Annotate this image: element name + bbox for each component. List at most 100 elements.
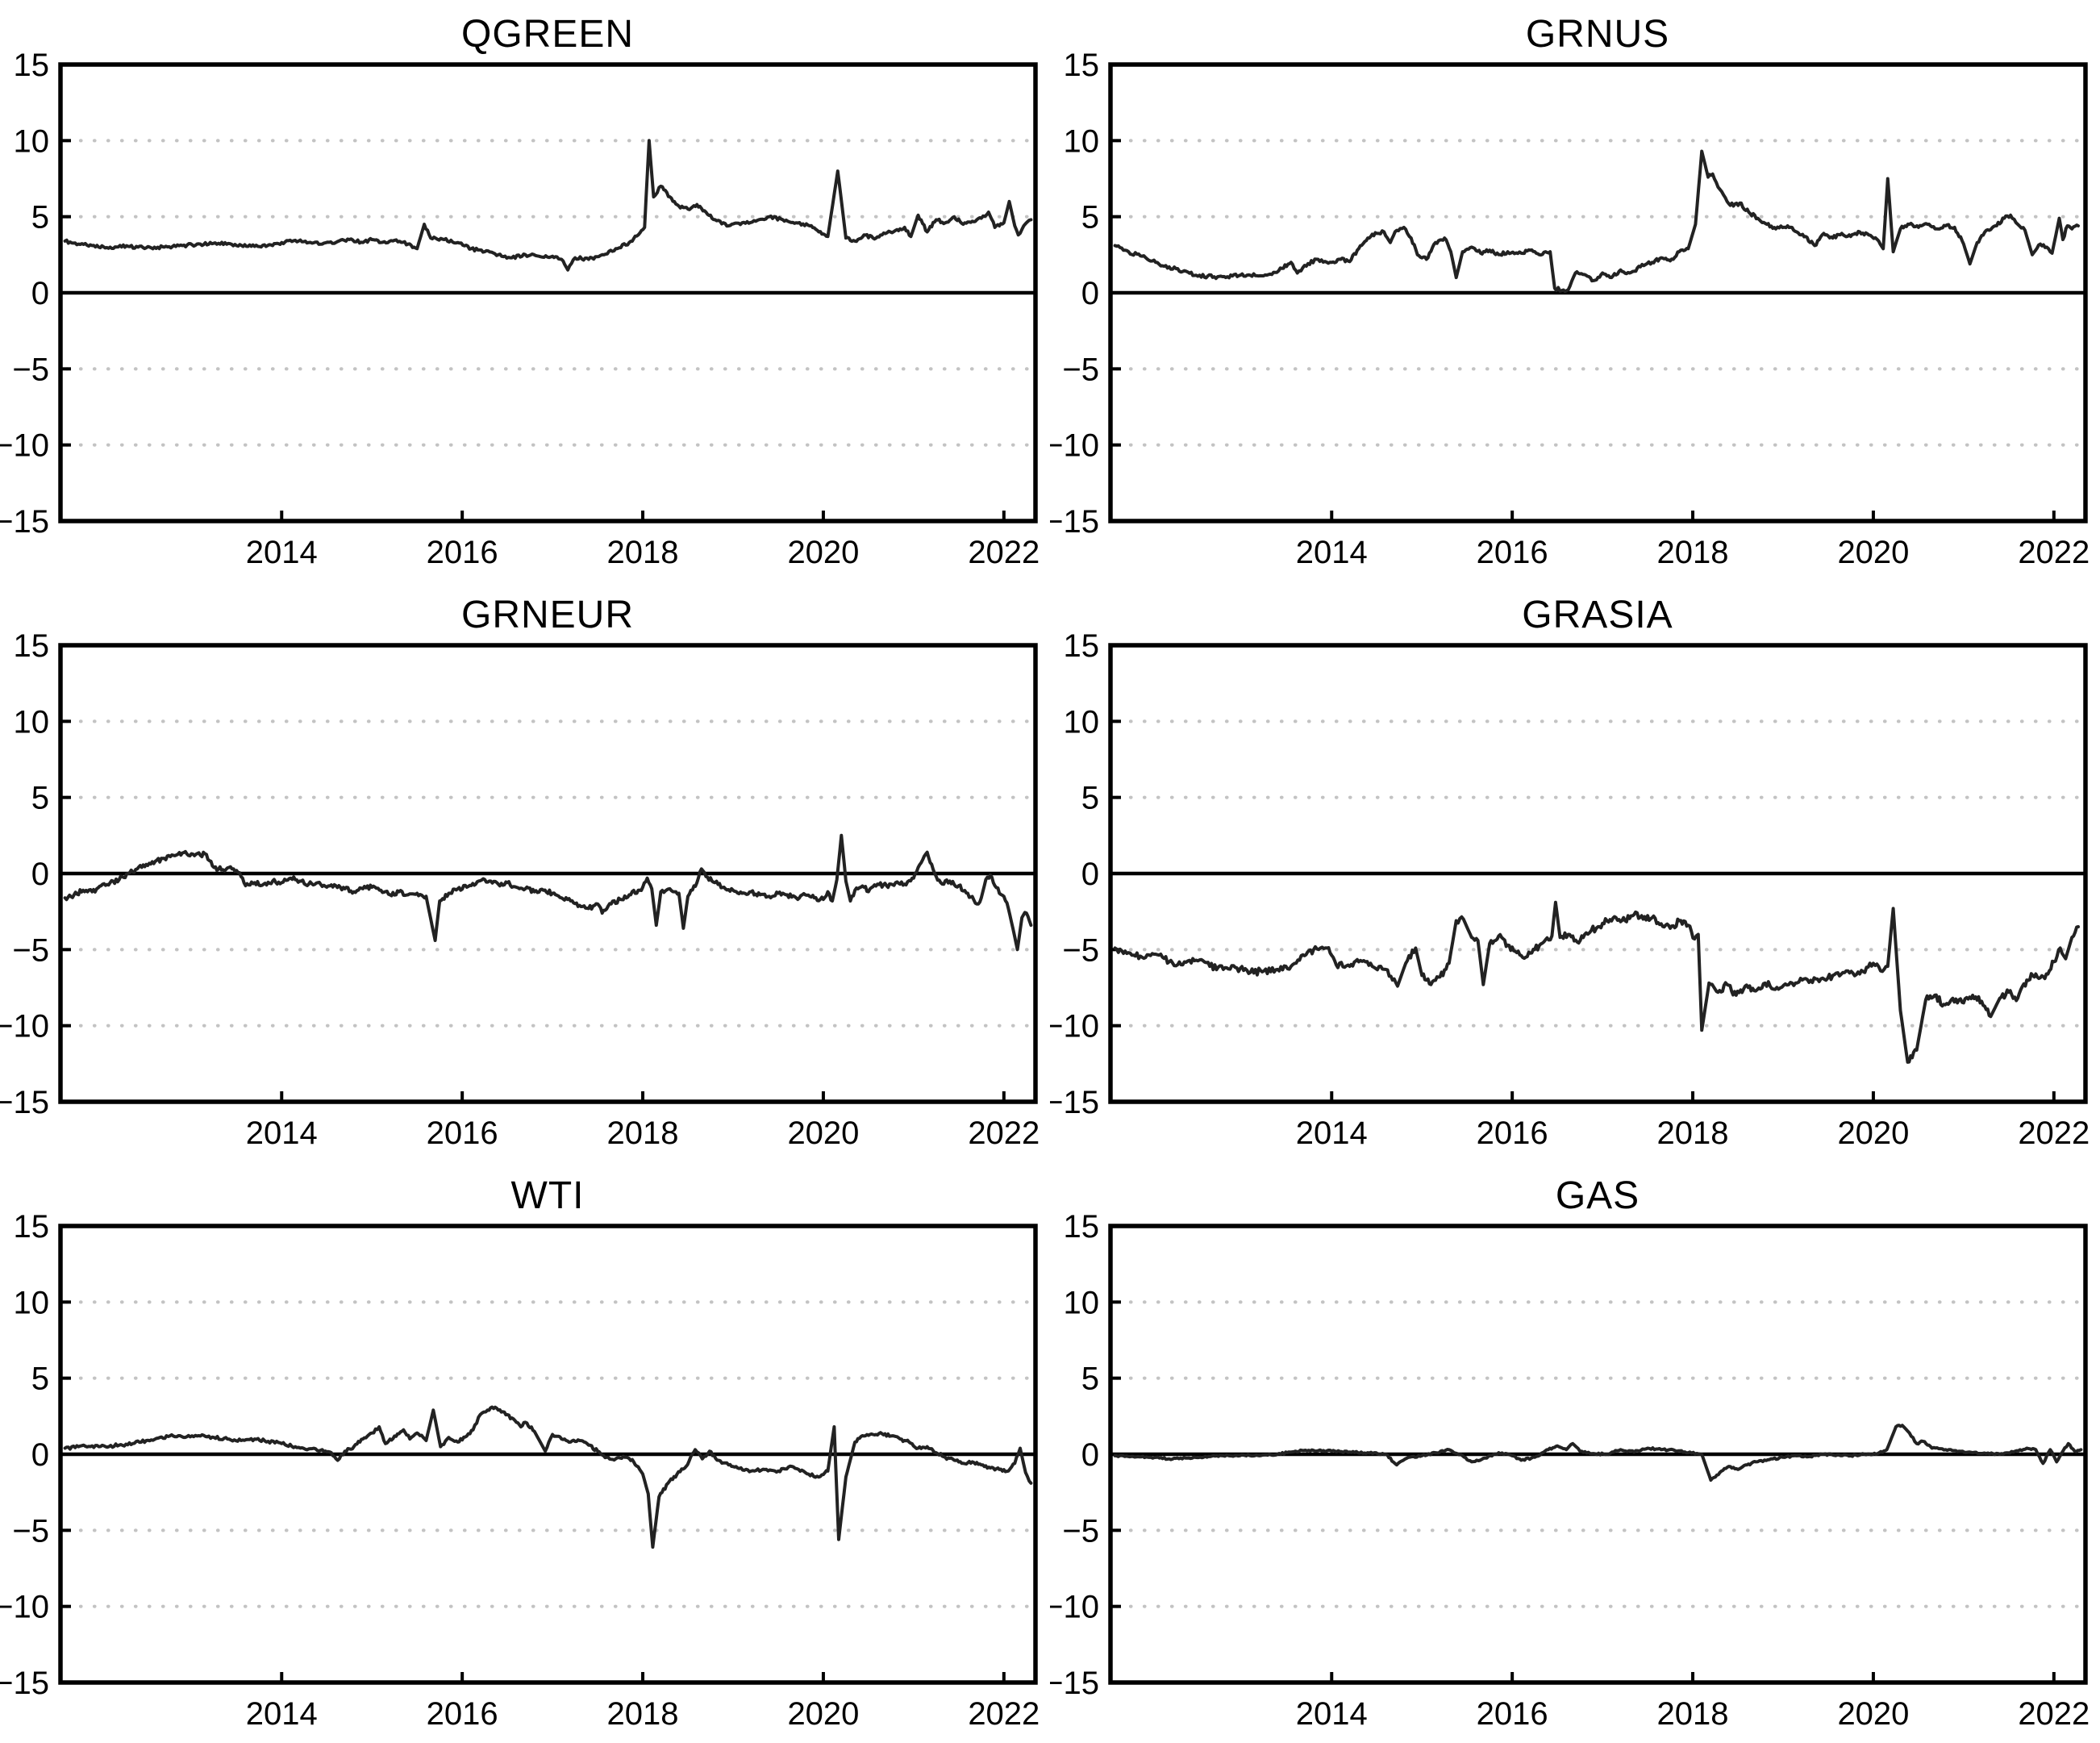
chart-title-wti: WTI bbox=[511, 1174, 585, 1217]
y-tick-label-0: 0 bbox=[31, 1437, 49, 1473]
x-tick-label-2022: 2022 bbox=[968, 535, 1040, 570]
series-line-wti bbox=[63, 1405, 1033, 1549]
y-tick-label--5: −5 bbox=[1062, 352, 1099, 387]
qgreen-chart: QGREEN 15 10 5 0 −5 −10 −15 2014 2016 2018 2020 202… bbox=[0, 13, 1040, 570]
y-tick-label--15: −15 bbox=[1050, 1085, 1099, 1120]
y-tick-label--15: −15 bbox=[0, 1666, 49, 1701]
chart-title-gas: GAS bbox=[1556, 1174, 1640, 1217]
x-tick-label-2022: 2022 bbox=[968, 1696, 1040, 1732]
x-tick-label-2016: 2016 bbox=[1477, 535, 1548, 570]
y-tick-label--10: −10 bbox=[0, 1590, 49, 1625]
grnus-chart: GRNUS 15 10 5 0 −5 −10 −15 2014 2016 2018 2020 2022 bbox=[1050, 13, 2090, 570]
grasia-chart: GRASIA 15 10 5 0 −5 −10 −15 2014 2016 2018 2020 202… bbox=[1050, 594, 2090, 1151]
y-tick-label-15: 15 bbox=[1064, 1209, 1100, 1245]
chart-title-grnus: GRNUS bbox=[1526, 13, 1669, 56]
x-tick-label-2018: 2018 bbox=[607, 535, 679, 570]
x-tick-label-2014: 2014 bbox=[1296, 1115, 1368, 1151]
gas-plot-area: 15 10 5 0 −5 −10 −15 2014 2016 2018 2020 2022 bbox=[1050, 1209, 2090, 1732]
y-tick-label-15: 15 bbox=[14, 1209, 50, 1245]
chart-title-grasia: GRASIA bbox=[1522, 594, 1673, 636]
x-tick-label-2020: 2020 bbox=[1837, 1696, 1909, 1732]
x-tick-label-2018: 2018 bbox=[607, 1115, 679, 1151]
x-tick-label-2016: 2016 bbox=[427, 1696, 498, 1732]
qgreen-plot-area: 15 10 5 0 −5 −10 −15 2014 2016 2018 2020 2022 bbox=[0, 48, 1040, 570]
x-tick-label-2020: 2020 bbox=[1837, 535, 1909, 570]
y-tick-label-0: 0 bbox=[1081, 276, 1099, 311]
x-tick-label-2016: 2016 bbox=[427, 535, 498, 570]
y-tick-label-5: 5 bbox=[1081, 1361, 1099, 1397]
chart-panel-grasia: GRASIA 15 10 5 0 −5 −10 −15 2014 2016 2018 2020 202… bbox=[1050, 581, 2100, 1161]
x-tick-label-2020: 2020 bbox=[1837, 1115, 1909, 1151]
y-tick-label-15: 15 bbox=[1064, 48, 1100, 83]
chart-panel-gas: GAS 15 10 5 0 −5 −10 −15 2014 2016 2018 2020 2022 bbox=[1050, 1161, 2100, 1742]
chart-title-grneur: GRNEUR bbox=[461, 594, 634, 636]
series-line-gas bbox=[1113, 1424, 2083, 1482]
chart-panel-qgreen: QGREEN 15 10 5 0 −5 −10 −15 2014 2016 2018 2020 202… bbox=[0, 0, 1050, 581]
chart-panel-wti: WTI 15 10 5 0 −5 −10 −15 2014 2016 2018 2020 2022 bbox=[0, 1161, 1050, 1742]
y-tick-label-10: 10 bbox=[14, 1285, 50, 1320]
x-tick-label-2016: 2016 bbox=[427, 1115, 498, 1151]
plot-border bbox=[58, 643, 1038, 1104]
x-tick-label-2014: 2014 bbox=[1296, 1696, 1368, 1732]
grasia-plot-area: 15 10 5 0 −5 −10 −15 2014 2016 2018 2020 2022 bbox=[1050, 628, 2090, 1151]
x-tick-label-2022: 2022 bbox=[968, 1115, 1040, 1151]
chart-panel-grnus: GRNUS 15 10 5 0 −5 −10 −15 2014 2016 2018 2020 2022 bbox=[1050, 0, 2100, 581]
y-tick-label--10: −10 bbox=[0, 428, 49, 464]
y-tick-label-10: 10 bbox=[1064, 704, 1100, 740]
series-line-grnus bbox=[1113, 149, 2080, 294]
x-tick-label-2018: 2018 bbox=[1657, 535, 1729, 570]
y-tick-label-5: 5 bbox=[31, 200, 49, 236]
x-tick-label-2016: 2016 bbox=[1477, 1696, 1548, 1732]
x-tick-label-2014: 2014 bbox=[246, 1696, 318, 1732]
x-tick-label-2014: 2014 bbox=[246, 535, 318, 570]
x-tick-label-2018: 2018 bbox=[1657, 1696, 1729, 1732]
y-tick-label--10: −10 bbox=[0, 1009, 49, 1045]
y-tick-label--5: −5 bbox=[12, 1513, 49, 1549]
y-tick-label-5: 5 bbox=[1081, 781, 1099, 816]
y-tick-label-5: 5 bbox=[1081, 200, 1099, 236]
y-tick-label--15: −15 bbox=[1050, 504, 1099, 540]
y-tick-label--5: −5 bbox=[1062, 932, 1099, 968]
y-tick-label-10: 10 bbox=[1064, 123, 1100, 159]
x-tick-label-2014: 2014 bbox=[1296, 535, 1368, 570]
y-tick-label-15: 15 bbox=[14, 628, 50, 664]
grnus-plot-area: 15 10 5 0 −5 −10 −15 2014 2016 2018 2020 2022 bbox=[1050, 48, 2090, 570]
grneur-plot-area: 15 10 5 0 −5 −10 −15 2014 2016 2018 2020 2022 bbox=[0, 628, 1040, 1151]
y-tick-label-5: 5 bbox=[31, 781, 49, 816]
chart-title-qgreen: QGREEN bbox=[461, 13, 634, 56]
y-tick-label--5: −5 bbox=[12, 932, 49, 968]
wti-plot-area: 15 10 5 0 −5 −10 −15 2014 2016 2018 2020 2022 bbox=[0, 1209, 1040, 1732]
y-tick-label--5: −5 bbox=[1062, 1513, 1099, 1549]
y-tick-label--10: −10 bbox=[1050, 428, 1099, 464]
y-tick-label--10: −10 bbox=[1050, 1009, 1099, 1045]
x-tick-label-2022: 2022 bbox=[2018, 1115, 2090, 1151]
x-tick-label-2022: 2022 bbox=[2018, 1696, 2090, 1732]
y-tick-label--15: −15 bbox=[0, 1085, 49, 1120]
x-tick-label-2016: 2016 bbox=[1477, 1115, 1548, 1151]
y-tick-label--15: −15 bbox=[1050, 1666, 1099, 1701]
plot-border bbox=[1108, 643, 2088, 1104]
y-tick-label-0: 0 bbox=[31, 276, 49, 311]
x-tick-label-2018: 2018 bbox=[1657, 1115, 1729, 1151]
x-tick-label-2014: 2014 bbox=[246, 1115, 318, 1151]
y-tick-label-10: 10 bbox=[1064, 1285, 1100, 1320]
plot-border bbox=[58, 62, 1038, 523]
y-tick-label-15: 15 bbox=[1064, 628, 1100, 664]
y-tick-label--10: −10 bbox=[1050, 1590, 1099, 1625]
series-line-qgreen bbox=[63, 139, 1033, 272]
chart-panel-grneur: GRNEUR 15 10 5 0 −5 −10 −15 2014 2016 2018 2020 202… bbox=[0, 581, 1050, 1161]
plot-border bbox=[58, 1224, 1038, 1685]
wti-chart: WTI 15 10 5 0 −5 −10 −15 2014 2016 2018 2020 2022 bbox=[0, 1174, 1040, 1732]
x-tick-label-2022: 2022 bbox=[2018, 535, 2090, 570]
gas-chart: GAS 15 10 5 0 −5 −10 −15 2014 2016 2018 2020 2022 bbox=[1050, 1174, 2090, 1732]
grneur-chart: GRNEUR 15 10 5 0 −5 −10 −15 2014 2016 2018 2020 202… bbox=[0, 594, 1040, 1151]
x-tick-label-2020: 2020 bbox=[787, 1115, 859, 1151]
y-tick-label-10: 10 bbox=[14, 704, 50, 740]
x-tick-label-2018: 2018 bbox=[607, 1696, 679, 1732]
x-tick-label-2020: 2020 bbox=[787, 1696, 859, 1732]
y-tick-label--5: −5 bbox=[12, 352, 49, 387]
y-tick-label-0: 0 bbox=[1081, 857, 1099, 892]
series-line-grneur bbox=[63, 833, 1033, 952]
plot-border bbox=[1108, 1224, 2088, 1685]
